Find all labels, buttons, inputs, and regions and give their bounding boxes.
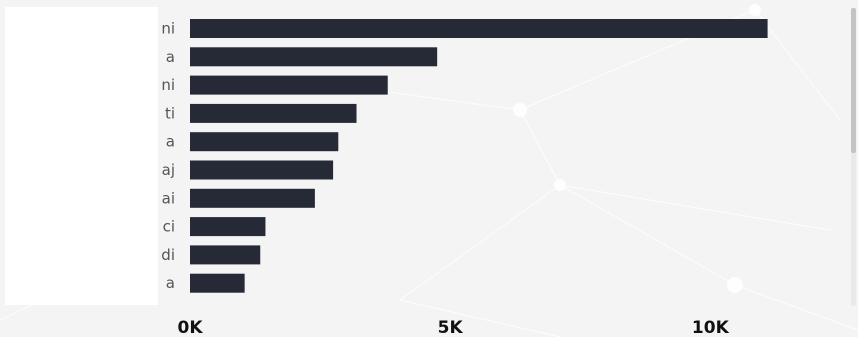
x-tick-label-0: 0K bbox=[177, 318, 203, 337]
category-label-5: aj bbox=[162, 161, 175, 179]
bar-9[interactable] bbox=[190, 273, 245, 293]
category-label-6: ai bbox=[162, 189, 175, 207]
bar-5[interactable] bbox=[190, 160, 334, 180]
category-label-3: ti bbox=[165, 104, 175, 122]
category-labels-group: ni a ni ti a aj ai ci di a bbox=[161, 20, 175, 293]
bar-4[interactable] bbox=[190, 132, 339, 152]
category-label-0: ni bbox=[161, 20, 175, 38]
x-axis-ticks-group: 0K 5K 10K bbox=[177, 318, 729, 337]
bar-1[interactable] bbox=[190, 47, 438, 67]
bar-2[interactable] bbox=[190, 75, 388, 95]
scrollbar-thumb[interactable] bbox=[851, 8, 856, 153]
bars-group bbox=[190, 19, 768, 293]
bar-3[interactable] bbox=[190, 103, 357, 123]
bar-7[interactable] bbox=[190, 217, 266, 237]
bar-8[interactable] bbox=[190, 245, 261, 265]
x-tick-label-2: 10K bbox=[692, 318, 730, 337]
category-label-9: a bbox=[166, 274, 175, 292]
bar-6[interactable] bbox=[190, 188, 315, 208]
category-label-8: di bbox=[161, 246, 175, 264]
category-label-7: ci bbox=[163, 218, 175, 236]
bar-0[interactable] bbox=[190, 19, 768, 38]
x-tick-label-1: 5K bbox=[438, 318, 464, 337]
category-label-1: a bbox=[166, 48, 175, 66]
category-label-4: a bbox=[166, 133, 175, 151]
category-label-mask bbox=[5, 7, 158, 305]
category-label-2: ni bbox=[161, 76, 175, 94]
scrollbar[interactable] bbox=[851, 8, 856, 306]
